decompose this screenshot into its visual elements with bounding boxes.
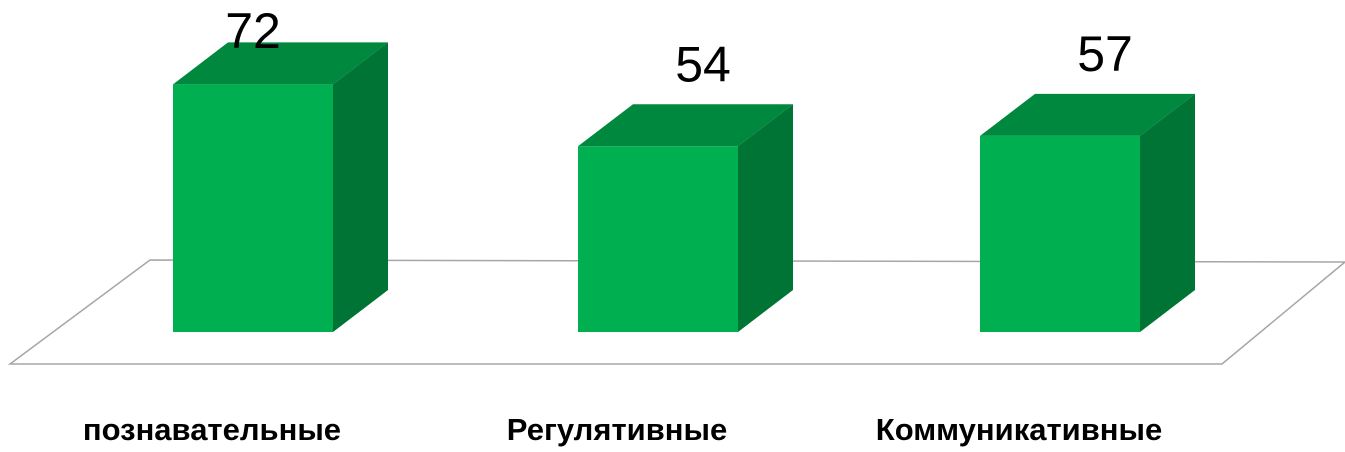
- bar-top: [578, 104, 793, 147]
- bar: [173, 84, 333, 332]
- bar-top: [980, 93, 1195, 136]
- bar-side: [738, 104, 793, 333]
- x-tick-label: Коммуникативные: [876, 412, 1162, 447]
- value-label: 72: [225, 3, 281, 59]
- bar-side: [333, 42, 388, 332]
- bar-top: [173, 42, 388, 85]
- floor: [7, 259, 1345, 365]
- bar: [980, 135, 1140, 332]
- value-label: 57: [1077, 26, 1133, 82]
- bar-side: [1140, 93, 1195, 332]
- x-tick-label: Регулятивные: [507, 412, 727, 447]
- value-label: 54: [675, 36, 731, 92]
- bar: [578, 146, 738, 332]
- x-tick-label: познавательные: [83, 412, 341, 447]
